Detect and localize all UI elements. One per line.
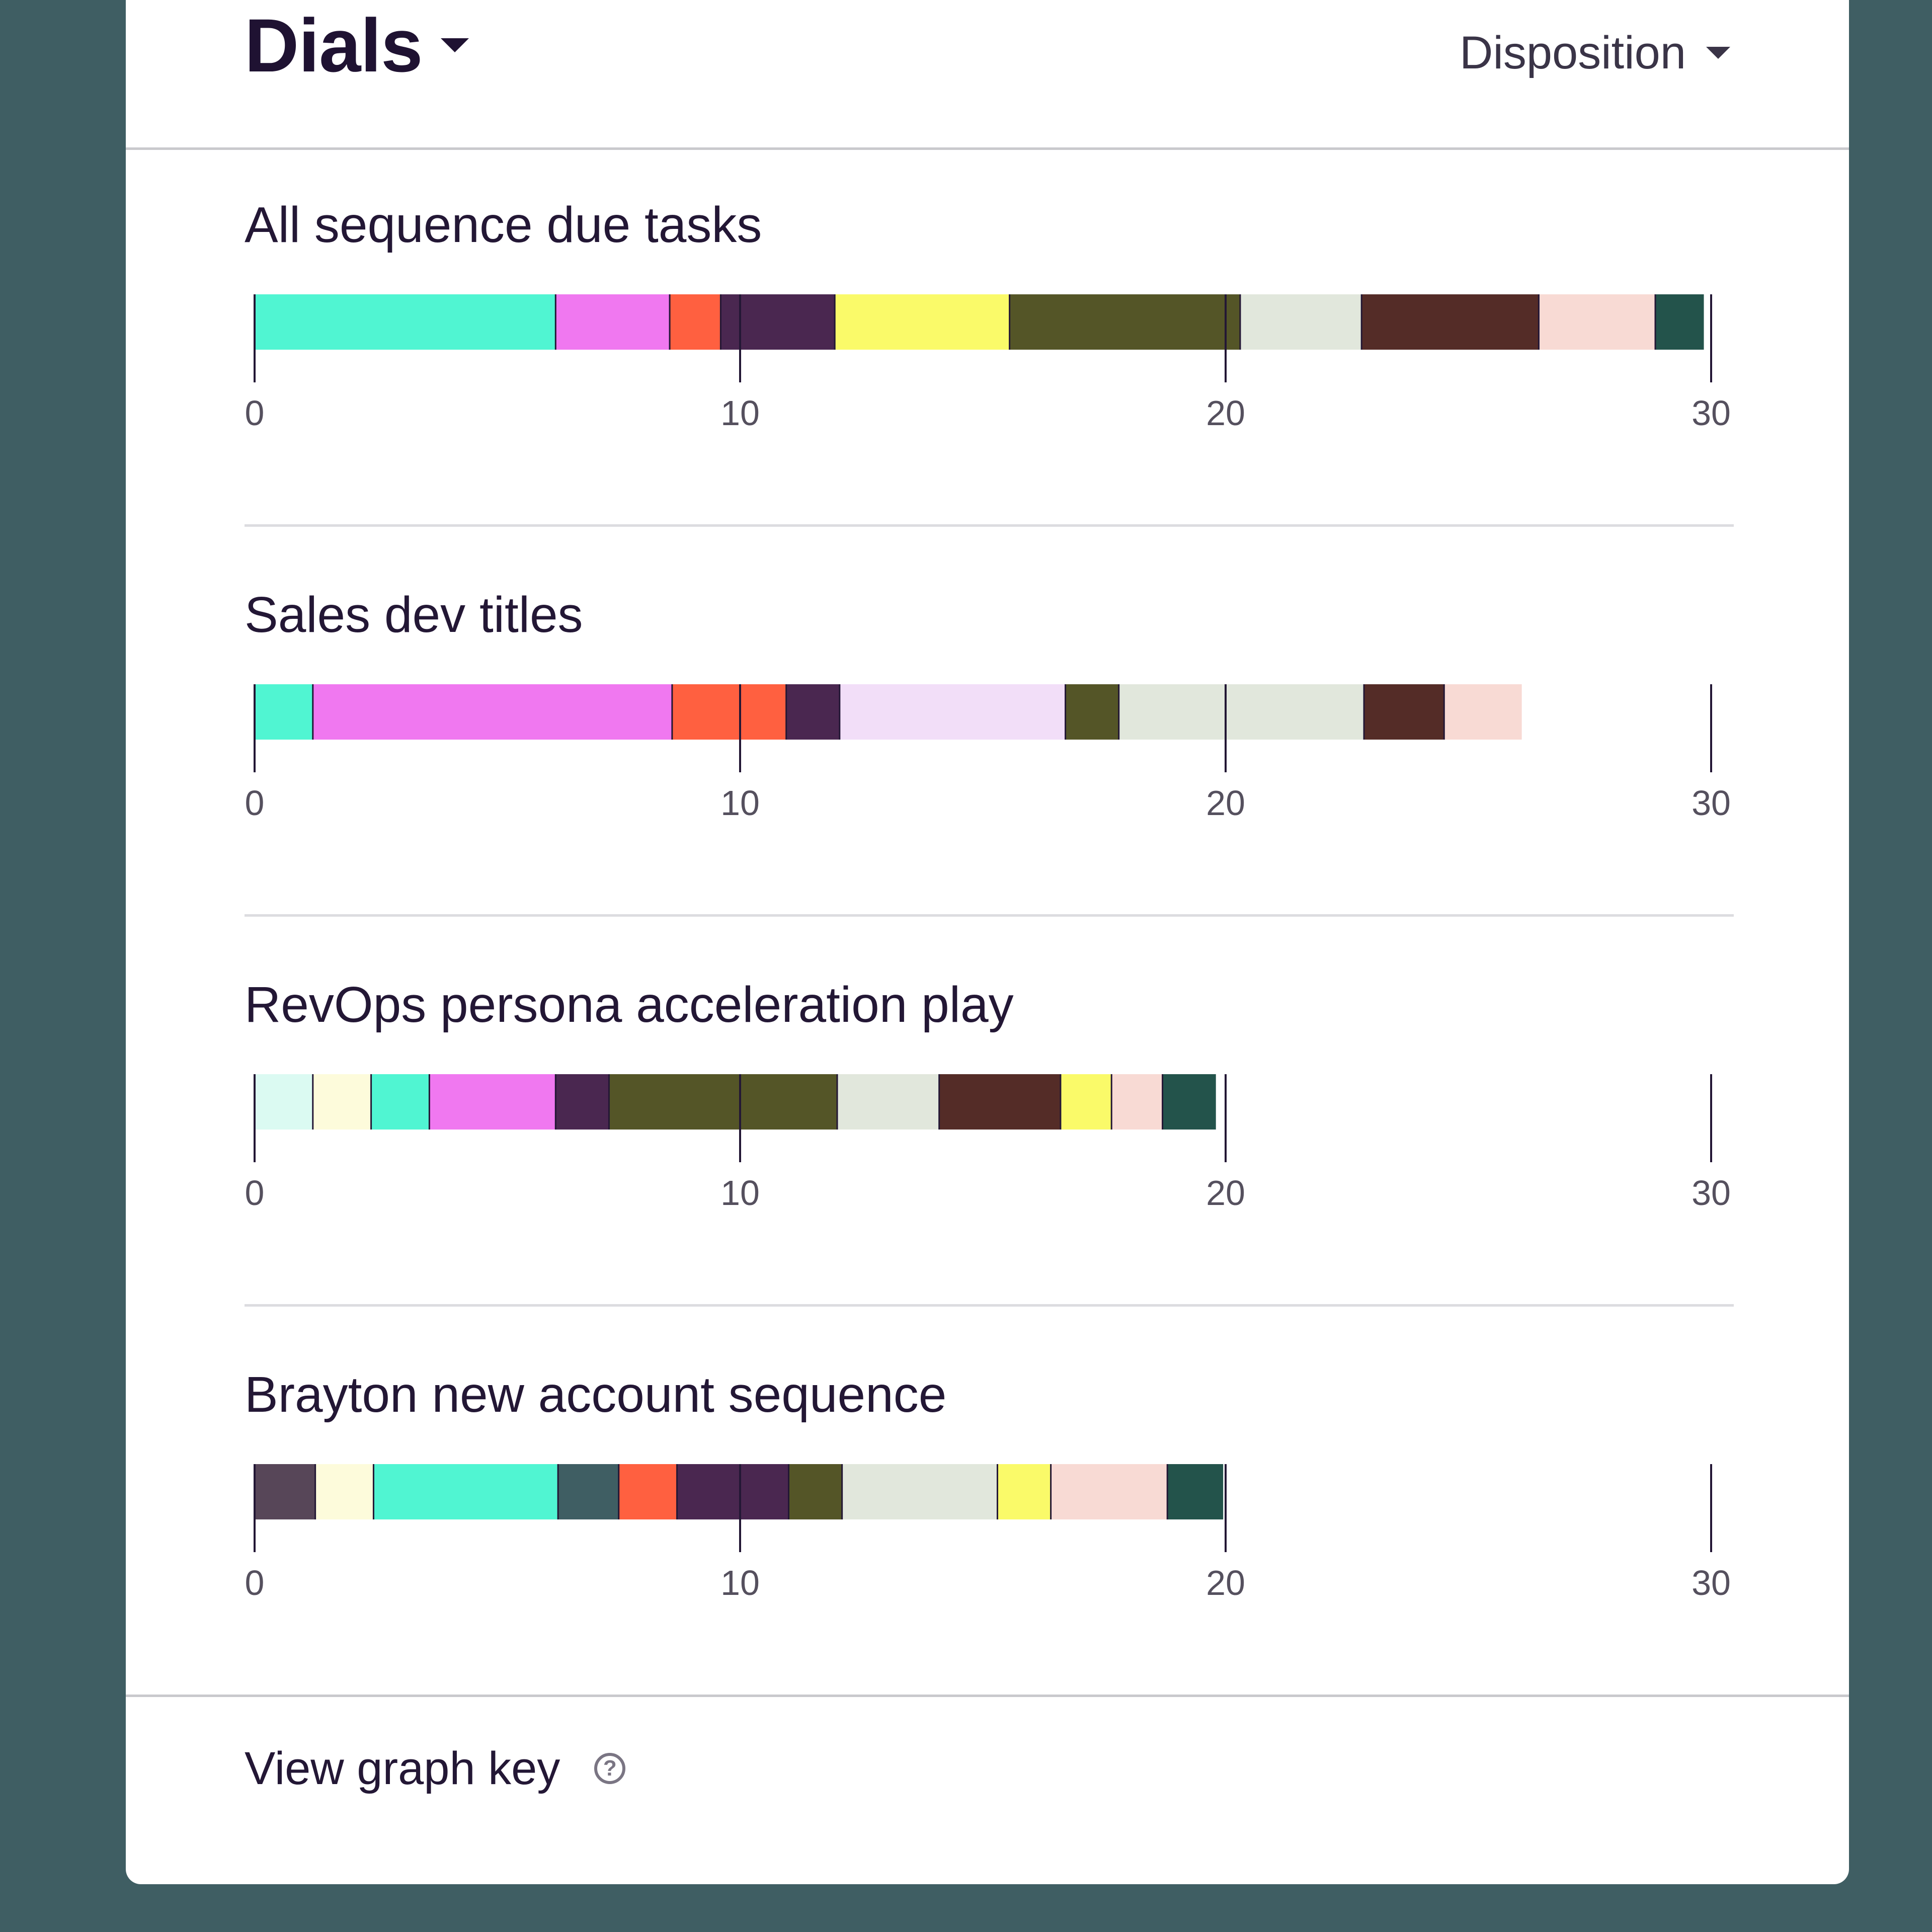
bar-segment-olive[interactable] (788, 1464, 842, 1519)
axis-tick-label: 10 (720, 1173, 760, 1213)
chart-plot: 0 10 20 30 (245, 1464, 1731, 1602)
bar-segment-plum[interactable] (555, 1074, 609, 1130)
axis-tick-label: 0 (245, 393, 265, 433)
bar-segment-sage[interactable] (842, 1464, 998, 1519)
chart-divider (245, 524, 1734, 527)
stacked-bar-chart: RevOps persona acceleration play 0 10 20 30 (245, 976, 1734, 1278)
chart-divider (245, 1304, 1734, 1307)
footer-divider (126, 1695, 1849, 1697)
bar-segment-teal[interactable] (373, 1464, 558, 1519)
chart-title: RevOps persona acceleration play (245, 977, 1014, 1033)
axis-tick-label: 30 (1692, 393, 1731, 433)
bar-segment-blush[interactable] (1444, 684, 1522, 740)
stacked-bar-chart: Sales dev titles 0 10 20 30 (245, 586, 1734, 888)
chart-title: Sales dev titles (245, 587, 583, 643)
bar-segment-magenta[interactable] (429, 1074, 556, 1130)
bar-segment-sage[interactable] (837, 1074, 939, 1130)
bar-segment-brown[interactable] (939, 1074, 1061, 1130)
chart-plot: 0 10 20 30 (245, 294, 1731, 433)
axis-tick-label: 10 (720, 783, 760, 823)
caret-down-icon (440, 38, 469, 52)
bar-segment-blush[interactable] (1111, 1074, 1163, 1130)
axis-tick-label: 20 (1206, 1173, 1245, 1213)
bar-segment-mauve[interactable] (255, 1464, 315, 1519)
card-header: Dials Disposition (126, 0, 1849, 150)
bar-segment-sage[interactable] (1240, 294, 1362, 350)
bar-segment-yellow[interactable] (1060, 1074, 1112, 1130)
bar-segment-forest[interactable] (1167, 1464, 1224, 1519)
axis-tick-label: 20 (1206, 1563, 1245, 1602)
chart-title: Brayton new account sequence (245, 1366, 947, 1423)
stacked-bar-chart: All sequence due tasks 0 10 20 30 (245, 196, 1734, 498)
axis-tick-label: 30 (1692, 1563, 1731, 1602)
bar-segment-forest[interactable] (1655, 294, 1704, 350)
bar-segment-orange[interactable] (672, 684, 786, 740)
axis-tick-label: 30 (1692, 783, 1731, 823)
axis-tick-label: 20 (1206, 783, 1245, 823)
metric-title: Dials (245, 3, 423, 88)
group-by-dropdown[interactable]: Disposition (1460, 15, 1730, 91)
bar-segment-sage[interactable] (1118, 684, 1364, 740)
bar-segment-magenta[interactable] (312, 684, 672, 740)
help-icon[interactable]: ? (594, 1753, 626, 1784)
bar-segment-plum[interactable] (786, 684, 840, 740)
bar-segment-blush[interactable] (1539, 294, 1656, 350)
axis-tick-label: 0 (245, 1173, 265, 1213)
caret-down-icon (1706, 47, 1730, 59)
bar-segment-cream[interactable] (312, 1074, 371, 1130)
bar-segment-yellow[interactable] (835, 294, 1010, 350)
bar-segment-teal[interactable] (371, 1074, 430, 1130)
axis-tick-label: 10 (720, 1563, 760, 1602)
bar-segment-blush[interactable] (1051, 1464, 1168, 1519)
bar-segment-olive[interactable] (609, 1074, 837, 1130)
graph-key-label: View graph key (245, 1742, 560, 1794)
bar-segment-brown[interactable] (1361, 294, 1539, 350)
stacked-bar-chart: Brayton new account sequence 0 10 20 30 (245, 1366, 1734, 1668)
axis-tick-label: 10 (720, 393, 760, 433)
axis-tick-label: 30 (1692, 1173, 1731, 1213)
bar-segment-yellow[interactable] (997, 1464, 1051, 1519)
bar-segment-plum[interactable] (677, 1464, 789, 1519)
bar-segment-forest[interactable] (1162, 1074, 1216, 1130)
bar-segment-lavender[interactable] (839, 684, 1066, 740)
axis-tick-label: 20 (1206, 393, 1245, 433)
bar-segment-teal[interactable] (255, 294, 556, 350)
chart-divider (245, 914, 1734, 917)
dials-card: Dials Disposition View graph key ? All s… (126, 0, 1849, 1884)
axis-tick-label: 0 (245, 783, 265, 823)
view-graph-key-link[interactable]: View graph key ? (245, 1738, 626, 1799)
bar-segment-brown[interactable] (1364, 684, 1444, 740)
bar-segment-orange[interactable] (670, 294, 721, 350)
bar-segment-orange[interactable] (618, 1464, 677, 1519)
chart-plot: 0 10 20 30 (245, 684, 1731, 823)
chart-title: All sequence due tasks (245, 197, 762, 253)
bar-segment-cream[interactable] (315, 1464, 374, 1519)
chart-plot: 0 10 20 30 (245, 1074, 1731, 1213)
axis-tick-label: 0 (245, 1563, 265, 1602)
bar-segment-plum[interactable] (720, 294, 835, 350)
bar-segment-slate[interactable] (558, 1464, 619, 1519)
bar-segment-mint[interactable] (255, 1074, 313, 1130)
bar-segment-magenta[interactable] (555, 294, 670, 350)
group-by-label: Disposition (1460, 27, 1686, 78)
bar-segment-olive[interactable] (1065, 684, 1119, 740)
bar-segment-teal[interactable] (255, 684, 313, 740)
metric-dropdown[interactable]: Dials (245, 3, 469, 88)
bar-segment-olive[interactable] (1009, 294, 1240, 350)
